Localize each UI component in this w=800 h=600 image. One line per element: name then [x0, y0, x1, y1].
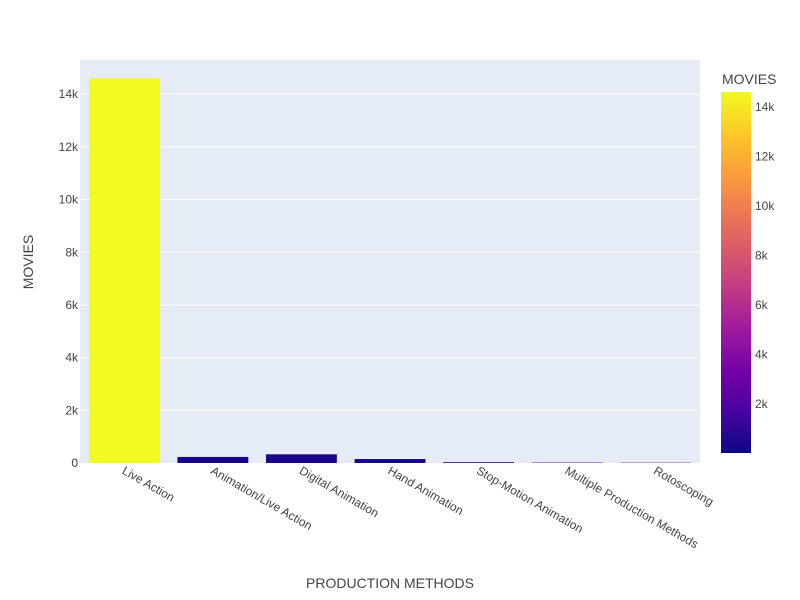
colorbar-tick-label: 6k — [755, 298, 769, 312]
bar — [266, 454, 337, 463]
bar — [88, 78, 160, 463]
y-tick-label: 14k — [59, 87, 79, 101]
colorbar-tick-label: 8k — [755, 248, 769, 262]
x-axis-title: PRODUCTION METHODS — [306, 575, 474, 591]
colorbar-ticks: 2k 4k 6k 8k 10k 12k 14k — [755, 100, 775, 411]
y-tick-label: 0 — [71, 456, 78, 470]
y-tick-label: 12k — [59, 140, 79, 154]
plot-background — [80, 60, 700, 463]
colorbar-tick-label: 14k — [755, 100, 775, 114]
y-tick-label: 6k — [65, 298, 79, 312]
bar — [354, 459, 426, 463]
y-tick-label: 4k — [65, 351, 79, 365]
x-axis-ticks: Live Action Animation/Live ActionDigital … — [120, 463, 716, 551]
bar — [177, 456, 249, 463]
y-tick-label: 2k — [65, 403, 79, 417]
colorbar-tick-label: 2k — [755, 397, 769, 411]
colorbar-tick-label: 4k — [755, 347, 769, 361]
x-tick-label: Hand Animation — [386, 463, 466, 517]
gridlines — [80, 93, 700, 411]
y-tick-label: 8k — [65, 245, 79, 259]
x-tick-label: Rotoscoping — [651, 463, 716, 508]
colorbar: MOVIES 2k 4k 6k 8k 10k 12k 14k — [721, 71, 776, 453]
y-axis-ticks: 0 2k 4k 6k 8k 10k 12k 14k — [59, 87, 79, 470]
colorbar-gradient — [721, 92, 751, 453]
colorbar-tick-label: 10k — [755, 199, 775, 213]
bars — [88, 78, 692, 463]
x-tick-label: Digital Animation — [297, 463, 381, 520]
colorbar-tick-label: 12k — [755, 149, 775, 163]
x-tick-label: Live Action — [120, 463, 177, 504]
y-tick-label: 10k — [59, 193, 79, 207]
bar — [443, 462, 514, 463]
y-axis-title: MOVIES — [20, 235, 36, 289]
colorbar-title: MOVIES — [722, 71, 776, 87]
